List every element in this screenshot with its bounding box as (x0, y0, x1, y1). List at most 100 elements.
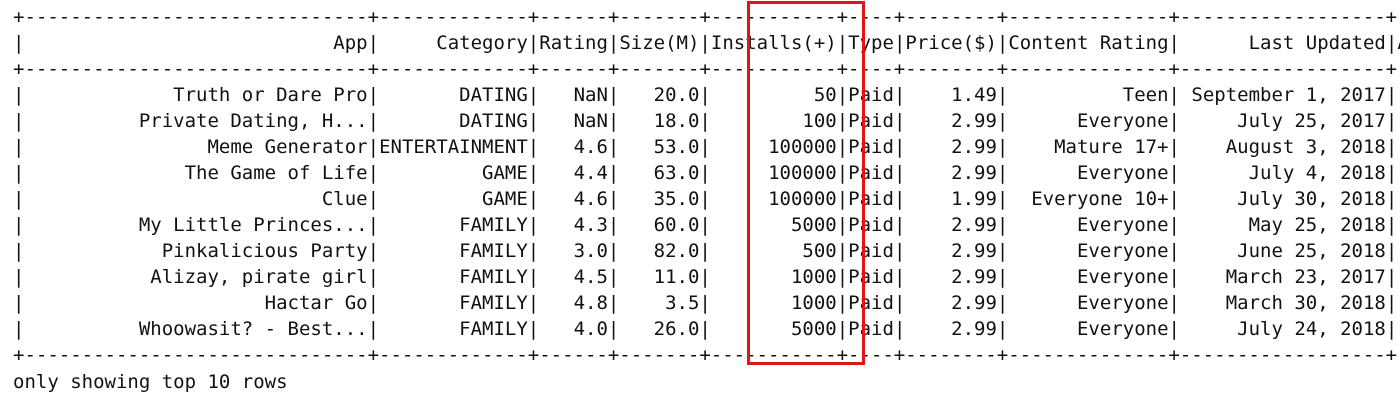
table-cell: 100000 (710, 162, 837, 184)
table-cell: July 25, 2017 (1179, 110, 1386, 132)
column-header: Category (379, 32, 528, 54)
table-cell: March 23, 2017 (1179, 266, 1386, 288)
table-cell: DATING (379, 110, 528, 132)
table-cell: 100000 (710, 136, 837, 158)
table-cell: 2.99 (905, 318, 997, 340)
table-cell: 1.99 (905, 188, 997, 210)
table-cell: 18.0 (619, 110, 700, 132)
table-cell: FAMILY (379, 240, 528, 262)
table-cell: Everyone (1008, 162, 1169, 184)
table-cell: Everyone 10+ (1008, 188, 1169, 210)
table-cell: 26.0 (619, 318, 700, 340)
column-header: Content Rating (1008, 32, 1169, 54)
table-cell: 5000 (710, 214, 837, 236)
table-row: | Whoowasit? - Best...| FAMILY| 4.0| 26.… (13, 318, 1400, 340)
table-cell: 50 (710, 84, 837, 106)
table-cell: NaN (539, 84, 608, 106)
table-cell: NaN (539, 110, 608, 132)
table-cell: 60.0 (619, 214, 700, 236)
table-cell: My Little Princes... (24, 214, 368, 236)
table-cell: GAME (379, 188, 528, 210)
table-cell: 500 (710, 240, 837, 262)
table-cell: Teen (1008, 84, 1169, 106)
table-cell: Pinkalicious Party (24, 240, 368, 262)
table-cell: Everyone (1008, 240, 1169, 262)
table-cell: Clue (24, 188, 368, 210)
table-bottom-border: +------------------------------+--------… (13, 344, 1400, 366)
table-cell: Private Dating, H... (24, 110, 368, 132)
column-header: Type (848, 32, 894, 54)
table-cell: March 30, 2018 (1179, 292, 1386, 314)
column-header: Price($) (905, 32, 997, 54)
table-cell: FAMILY (379, 318, 528, 340)
table-row: | Pinkalicious Party| FAMILY| 3.0| 82.0|… (13, 240, 1400, 262)
table-cell: 1000 (710, 292, 837, 314)
table-cell: Whoowasit? - Best... (24, 318, 368, 340)
table-cell: 4.3 (539, 214, 608, 236)
table-cell: Paid (848, 84, 894, 106)
table-cell: July 24, 2018 (1179, 318, 1386, 340)
table-cell: 4.8 (539, 292, 608, 314)
table-cell: Meme Generator (24, 136, 368, 158)
table-cell: Paid (848, 266, 894, 288)
table-cell: 82.0 (619, 240, 700, 262)
price-column-highlight (747, 1, 865, 365)
table-cell: Everyone (1008, 292, 1169, 314)
table-cell: Paid (848, 292, 894, 314)
table-cell: 2.99 (905, 110, 997, 132)
table-cell: May 25, 2018 (1179, 214, 1386, 236)
column-header: Android Ver (1397, 32, 1400, 54)
table-cell: FAMILY (379, 214, 528, 236)
table-cell: 53.0 (619, 136, 700, 158)
table-cell: 4.6 (539, 188, 608, 210)
table-row: | Hactar Go| FAMILY| 4.8| 3.5| 1000|Paid… (13, 292, 1400, 314)
table-cell: 4.5 (539, 266, 608, 288)
table-cell: 2.99 (905, 136, 997, 158)
table-cell: Mature 17+ (1008, 136, 1169, 158)
table-cell: 11.0 (619, 266, 700, 288)
table-cell: 4.4 (539, 162, 608, 184)
table-cell: 2.99 (905, 266, 997, 288)
table-row: | The Game of Life| GAME| 4.4| 63.0| 100… (13, 162, 1400, 184)
table-cell: 100000 (710, 188, 837, 210)
table-cell: Everyone (1008, 318, 1169, 340)
table-cell: Everyone (1008, 266, 1169, 288)
table-cell: 3.5 (619, 292, 700, 314)
table-cell: 1.49 (905, 84, 997, 106)
column-header: App (24, 32, 368, 54)
table-cell: Truth or Dare Pro (24, 84, 368, 106)
table-cell: July 30, 2018 (1179, 188, 1386, 210)
table-cell: FAMILY (379, 292, 528, 314)
table-cell: Hactar Go (24, 292, 368, 314)
table-row: | Clue| GAME| 4.6| 35.0| 100000|Paid| 1.… (13, 188, 1400, 210)
table-cell: Alizay, pirate girl (24, 266, 368, 288)
table-cell: Paid (848, 214, 894, 236)
table-cell: 63.0 (619, 162, 700, 184)
table-cell: Paid (848, 188, 894, 210)
table-cell: ENTERTAINMENT (379, 136, 528, 158)
table-cell: Paid (848, 162, 894, 184)
table-cell: 1000 (710, 266, 837, 288)
table-cell: 2.99 (905, 292, 997, 314)
table-cell: September 1, 2017 (1179, 84, 1386, 106)
column-header: Installs(+) (710, 32, 837, 54)
table-cell: 35.0 (619, 188, 700, 210)
table-cell: DATING (379, 84, 528, 106)
table-cell: GAME (379, 162, 528, 184)
table-cell: 3.0 (539, 240, 608, 262)
table-cell: 4.6 (539, 136, 608, 158)
table-top-border: +------------------------------+--------… (13, 6, 1400, 28)
table-cell: 2.99 (905, 240, 997, 262)
table-row: | Alizay, pirate girl| FAMILY| 4.5| 11.0… (13, 266, 1400, 288)
table-header-divider: +------------------------------+--------… (13, 58, 1400, 80)
table-cell: 5000 (710, 318, 837, 340)
table-row: | My Little Princes...| FAMILY| 4.3| 60.… (13, 214, 1400, 236)
table-cell: Paid (848, 318, 894, 340)
table-row: | Truth or Dare Pro| DATING| NaN| 20.0| … (13, 84, 1400, 106)
table-cell: Paid (848, 110, 894, 132)
table-cell: Everyone (1008, 110, 1169, 132)
table-row: | Meme Generator|ENTERTAINMENT| 4.6| 53.… (13, 136, 1400, 158)
column-header: Last Updated (1179, 32, 1386, 54)
table-cell: Everyone (1008, 214, 1169, 236)
table-cell: August 3, 2018 (1179, 136, 1386, 158)
